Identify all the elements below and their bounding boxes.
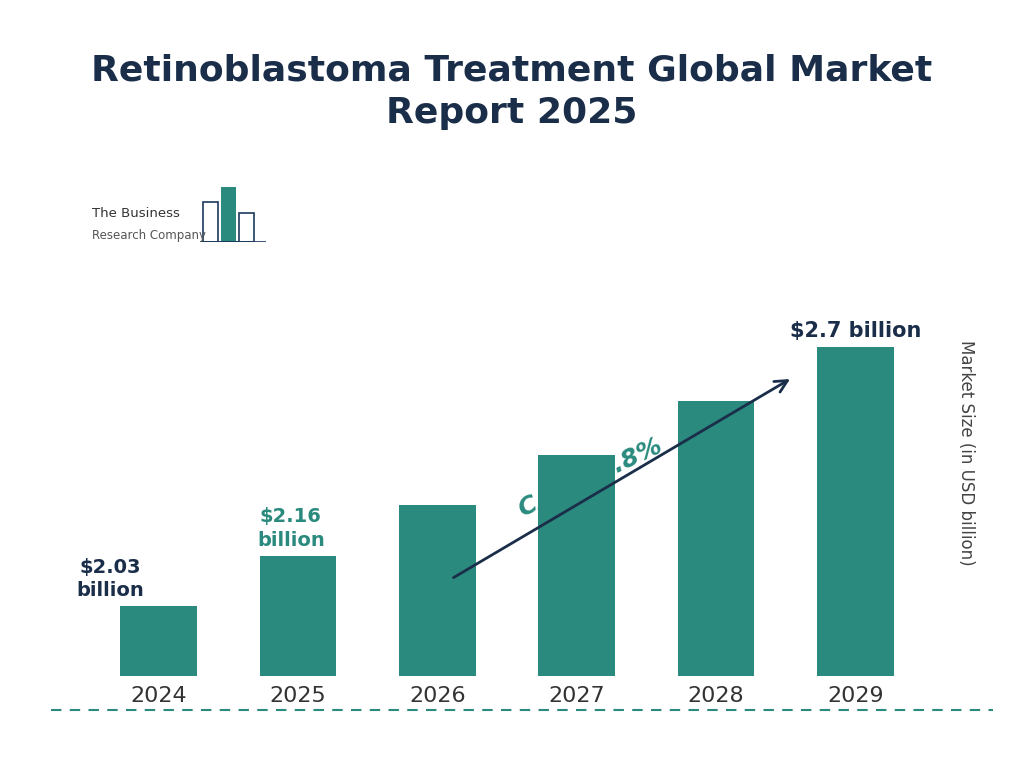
Bar	[817, 346, 894, 768]
Text: $2.03
billion: $2.03 billion	[76, 558, 143, 601]
Text: CAGR 5.8%: CAGR 5.8%	[515, 435, 666, 522]
Y-axis label: Market Size (in USD billion): Market Size (in USD billion)	[956, 340, 975, 566]
Text: $2.7 billion: $2.7 billion	[790, 321, 921, 341]
Text: Research Company: Research Company	[92, 229, 206, 242]
Bar	[678, 401, 755, 768]
Bar	[399, 505, 475, 768]
Bar	[539, 455, 614, 768]
Bar	[259, 556, 336, 768]
Text: The Business: The Business	[92, 207, 180, 220]
Bar	[203, 201, 218, 242]
Bar	[239, 213, 254, 242]
Bar	[221, 187, 236, 242]
Text: Retinoblastoma Treatment Global Market
Report 2025: Retinoblastoma Treatment Global Market R…	[91, 54, 933, 130]
Text: $2.16
billion: $2.16 billion	[257, 508, 325, 550]
Bar	[120, 606, 197, 768]
